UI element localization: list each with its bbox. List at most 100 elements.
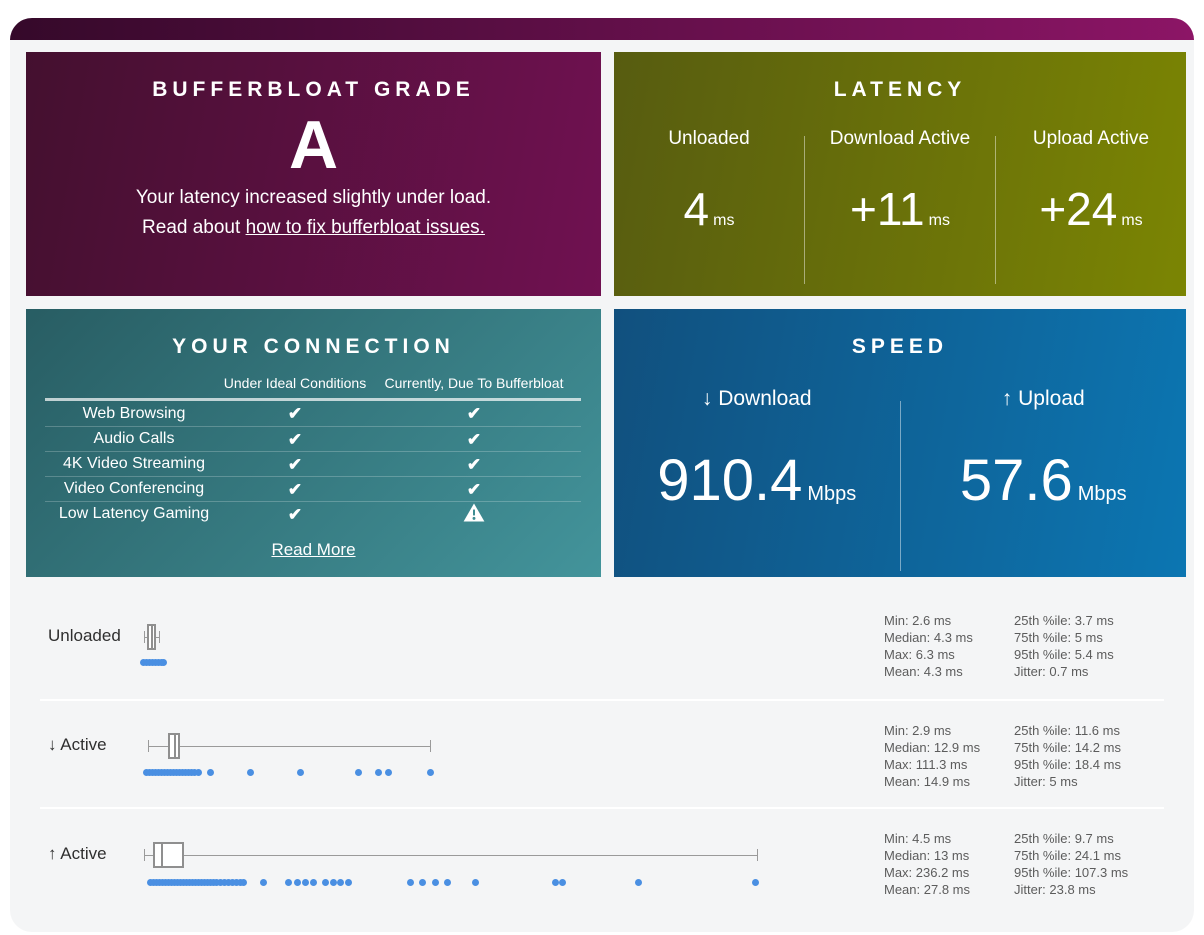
latency-card-title: LATENCY	[833, 78, 967, 101]
latency-sample-dot	[635, 879, 642, 886]
latency-card: LATENCY Unloaded 4 ms Download Active +11…	[614, 52, 1186, 296]
grade-card-title: BUFFERBLOAT GRADE	[152, 78, 475, 101]
check-icon: ✔	[287, 479, 303, 499]
latency-col-value: 4 ms	[683, 183, 735, 235]
stat-line: Jitter: 0.7 ms	[1014, 664, 1089, 679]
row-separator	[40, 807, 1164, 809]
latency-sample-dot	[355, 769, 362, 776]
latency-sample-dot	[559, 879, 566, 886]
check-icon: ✔	[287, 454, 303, 474]
latency-sample-dot	[472, 879, 479, 886]
read-more-link[interactable]: Read More	[271, 540, 356, 559]
latency-sample-dot	[385, 769, 392, 776]
bufferbloat-grade-card: BUFFERBLOAT GRADE A Your latency increas…	[26, 52, 601, 296]
detail-row-label: Unloaded	[48, 626, 121, 645]
download-value: 910.4 Mbps	[657, 448, 857, 513]
stat-line: 25th %ile: 3.7 ms	[1014, 613, 1114, 628]
latency-sample-dot	[285, 879, 292, 886]
latency-unit: ms	[713, 212, 735, 229]
latency-sample-dot	[552, 879, 559, 886]
stat-line: 75th %ile: 24.1 ms	[1014, 848, 1121, 863]
boxplot-median-line	[161, 842, 163, 868]
stat-line: 95th %ile: 18.4 ms	[1014, 757, 1121, 772]
your-connection-card: YOUR CONNECTION Under Ideal Conditions C…	[26, 309, 601, 577]
row-separator	[40, 699, 1164, 701]
connection-row: Video Conferencing ✔ ✔	[45, 476, 581, 501]
speed-card-title: SPEED	[851, 335, 949, 358]
stat-line: 95th %ile: 5.4 ms	[1014, 647, 1114, 662]
stat-line: Max: 236.2 ms	[884, 865, 970, 880]
connection-row-label: 4K Video Streaming	[62, 455, 205, 472]
check-icon: ✔	[287, 429, 303, 449]
latency-sample-dot	[195, 769, 202, 776]
boxplot-median-line	[151, 624, 153, 650]
latency-sample-dot	[217, 879, 224, 886]
latency-detail-row: Unloaded Min: 2.6 ms Median: 4.3 ms Max: 6.…	[10, 600, 1194, 699]
latency-sample-dot	[160, 659, 167, 666]
connection-table-rows: Web Browsing ✔ ✔ Audio Calls ✔ ✔ 4K Video Stre…	[26, 401, 601, 526]
latency-sample-dot	[752, 879, 759, 886]
speed-col-download: ↓ Download 910.4 Mbps	[614, 387, 900, 571]
connection-row-label: Web Browsing	[82, 404, 186, 422]
stat-line: Max: 111.3 ms	[884, 757, 968, 772]
stat-line: 25th %ile: 11.6 ms	[1014, 723, 1120, 738]
stat-line: 75th %ile: 14.2 ms	[1014, 740, 1121, 755]
connection-row: 4K Video Streaming ✔ ✔	[45, 451, 581, 476]
boxplot-whisker-tick	[148, 740, 149, 752]
check-icon: ✔	[287, 504, 303, 524]
boxplot-whisker	[144, 855, 757, 856]
warning-triangle-svg	[463, 503, 485, 522]
stats-column-primary: Min: 4.5 ms Median: 13 ms Max: 236.2 ms Mea…	[884, 830, 970, 898]
latency-sample-dot	[247, 769, 254, 776]
connection-row-label: Audio Calls	[93, 430, 175, 447]
latency-sample-dot	[337, 879, 344, 886]
speed-columns: ↓ Download 910.4 Mbps ↑ Upload 57.6 Mbps	[614, 387, 1186, 571]
latency-sample-dot	[225, 879, 232, 886]
latency-detail-row: ↓ Active Min: 2.9 ms Median: 12.9 ms Max: 1…	[10, 701, 1194, 807]
stat-line: Median: 4.3 ms	[884, 630, 973, 645]
latency-sample-dot	[427, 769, 434, 776]
fix-bufferbloat-link[interactable]: how to fix bufferbloat issues.	[245, 216, 485, 238]
latency-col-value: +24 ms	[1039, 183, 1143, 235]
latency-col-unloaded: Unloaded 4 ms	[614, 128, 804, 284]
connection-readmore-line: Read More	[26, 540, 601, 560]
latency-sample-dot	[213, 879, 220, 886]
upload-label: ↑ Upload	[1001, 387, 1085, 410]
connection-row: Low Latency Gaming ✔	[45, 501, 581, 526]
latency-sample-dot	[294, 879, 301, 886]
latency-col-download: Download Active +11 ms	[805, 128, 995, 284]
connection-card-title: YOUR CONNECTION	[172, 335, 455, 358]
download-unit: Mbps	[807, 483, 857, 505]
boxplot-whisker-tick	[144, 849, 145, 861]
stat-line: 95th %ile: 107.3 ms	[1014, 865, 1129, 880]
latency-sample-dot	[297, 769, 304, 776]
stat-line: Median: 13 ms	[884, 848, 970, 863]
connection-row-label: Low Latency Gaming	[58, 505, 210, 522]
latency-sample-dot	[302, 879, 309, 886]
stats-column-percentiles: 25th %ile: 11.6 ms 75th %ile: 14.2 ms 95th…	[1014, 722, 1121, 790]
connection-row-label: Video Conferencing	[63, 480, 205, 497]
stat-line: Mean: 27.8 ms	[884, 882, 970, 897]
latency-col-value: +11 ms	[850, 183, 950, 235]
latency-sample-dot	[229, 879, 236, 886]
latency-sample-dot	[419, 879, 426, 886]
latency-col-label: Download Active	[829, 128, 971, 149]
latency-col-upload: Upload Active +24 ms	[996, 128, 1186, 284]
connection-table-header: Under Ideal Conditions Currently, Due To…	[45, 375, 581, 391]
boxplot-whisker-tick	[144, 631, 145, 643]
speed-col-upload: ↑ Upload 57.6 Mbps	[901, 387, 1187, 571]
stat-line: Median: 12.9 ms	[884, 740, 981, 755]
grade-message: Your latency increased slightly under lo…	[135, 186, 492, 208]
connection-header-ideal: Under Ideal Conditions	[223, 375, 367, 391]
detail-row-label: ↑ Active	[48, 844, 107, 863]
detail-row-label: ↓ Active	[48, 735, 107, 754]
latency-sample-dot	[375, 769, 382, 776]
speed-card: SPEED ↓ Download 910.4 Mbps ↑ Upload 57.6…	[614, 309, 1186, 577]
check-icon: ✔	[287, 404, 303, 423]
boxplot-median-line	[174, 733, 176, 759]
latency-sample-dot	[240, 879, 247, 886]
latency-columns: Unloaded 4 ms Download Active +11 ms Uploa…	[614, 128, 1186, 284]
latency-sample-dot	[407, 879, 414, 886]
grade-link-prefix: Read about	[142, 216, 246, 238]
latency-sample-dot	[444, 879, 451, 886]
